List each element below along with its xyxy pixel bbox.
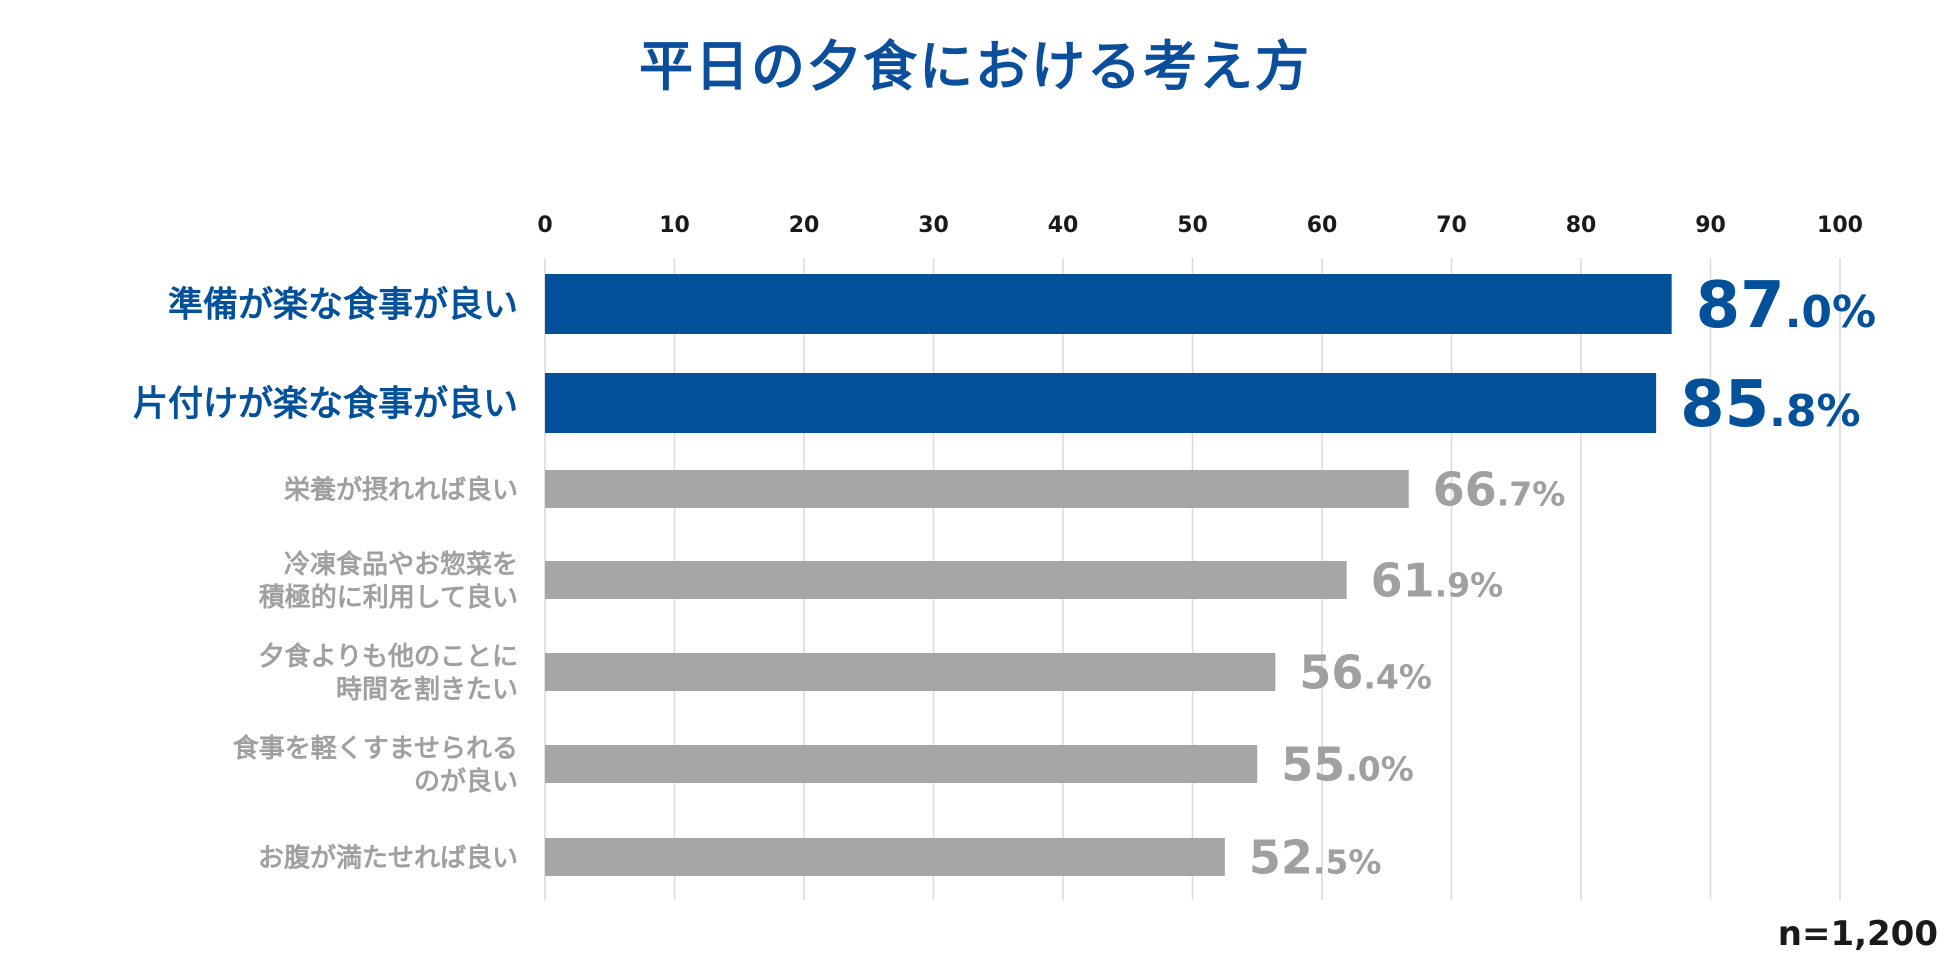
- sample-size-note: n=1,200: [1777, 914, 1938, 954]
- category-label-4: 冷凍食品やお惣菜を積極的に利用して良い: [259, 549, 518, 613]
- x-tick-label-50: 50: [1177, 213, 1208, 238]
- x-tick-label-0: 0: [537, 213, 552, 238]
- category-label-line: お腹が満たせれば良い: [258, 842, 518, 873]
- category-label-2: 片付けが楽な食事が良い: [133, 384, 518, 425]
- value-label-integer: 66: [1433, 463, 1497, 517]
- category-label-line: 片付けが楽な食事が良い: [133, 384, 518, 425]
- category-label-line: 栄養が摂れれば良い: [283, 474, 518, 505]
- value-label-3: 66.7%: [1433, 463, 1566, 517]
- x-tick-label-70: 70: [1436, 213, 1467, 238]
- value-label-integer: 52: [1249, 831, 1313, 885]
- bar-4: [545, 561, 1347, 599]
- bar-7: [545, 838, 1225, 876]
- category-label-7: お腹が満たせれば良い: [258, 842, 518, 873]
- chart-title: 平日の夕食における考え方: [639, 35, 1311, 98]
- bar-1: [545, 274, 1672, 334]
- value-label-decimal: .4%: [1363, 658, 1432, 697]
- category-label-line: 積極的に利用して良い: [259, 582, 518, 613]
- value-label-7: 52.5%: [1249, 831, 1382, 885]
- bar-5: [545, 653, 1276, 691]
- value-label-integer: 87: [1696, 269, 1785, 343]
- category-label-line: 冷凍食品やお惣菜を: [284, 549, 518, 580]
- x-tick-label-80: 80: [1566, 213, 1597, 238]
- category-label-line: 夕食よりも他のことに: [259, 641, 518, 672]
- category-label-line: のが良い: [414, 766, 518, 797]
- category-label-line: 時間を割きたい: [336, 674, 518, 705]
- bar-6: [545, 745, 1258, 783]
- value-label-integer: 55: [1281, 738, 1345, 792]
- category-label-1: 準備が楽な食事が良い: [168, 285, 518, 326]
- x-tick-label-40: 40: [1048, 213, 1079, 238]
- category-label-3: 栄養が摂れれば良い: [283, 474, 518, 505]
- bar-2: [545, 373, 1657, 433]
- bar-3: [545, 470, 1409, 508]
- value-label-decimal: .7%: [1497, 475, 1566, 514]
- value-label-5: 56.4%: [1299, 646, 1432, 700]
- value-label-decimal: .0%: [1345, 750, 1414, 789]
- value-label-6: 55.0%: [1281, 738, 1414, 792]
- value-label-integer: 85: [1680, 368, 1769, 442]
- value-label-2: 85.8%: [1680, 368, 1860, 442]
- category-label-line: 準備が楽な食事が良い: [168, 285, 518, 326]
- x-tick-label-100: 100: [1817, 213, 1863, 238]
- value-label-1: 87.0%: [1696, 269, 1876, 343]
- x-tick-label-90: 90: [1695, 213, 1726, 238]
- category-label-line: 食事を軽くすませられる: [233, 733, 518, 764]
- category-label-5: 夕食よりも他のことに時間を割きたい: [259, 641, 518, 705]
- value-label-4: 61.9%: [1371, 554, 1504, 608]
- category-label-6: 食事を軽くすませられるのが良い: [233, 733, 518, 797]
- value-label-decimal: .5%: [1313, 843, 1382, 882]
- value-label-integer: 61: [1371, 554, 1435, 608]
- x-tick-label-60: 60: [1307, 213, 1338, 238]
- x-tick-label-30: 30: [918, 213, 949, 238]
- x-tick-label-10: 10: [659, 213, 690, 238]
- value-label-decimal: .9%: [1435, 566, 1504, 605]
- value-label-decimal: .0%: [1785, 287, 1876, 338]
- x-tick-label-20: 20: [789, 213, 820, 238]
- value-label-decimal: .8%: [1769, 386, 1860, 437]
- value-label-integer: 56: [1299, 646, 1363, 700]
